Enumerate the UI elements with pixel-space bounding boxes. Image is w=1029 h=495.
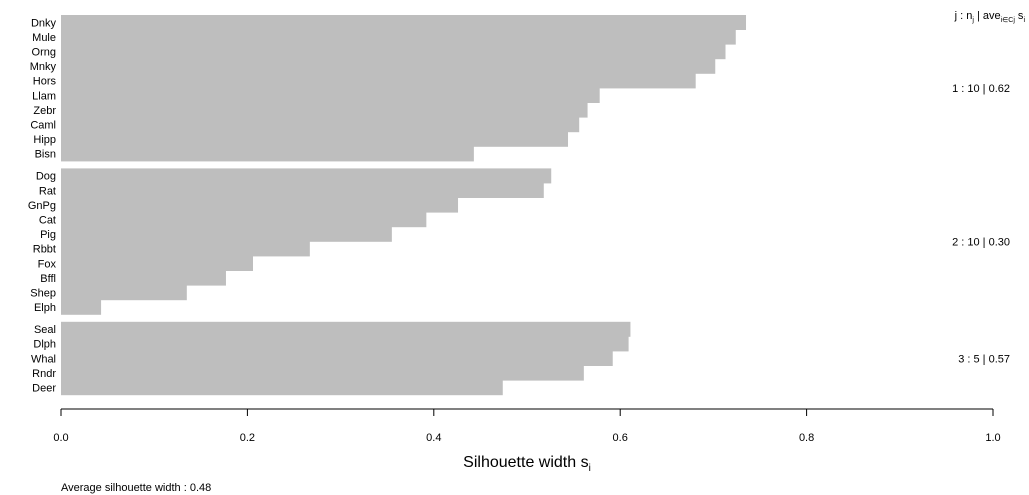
observation-label: GnPg (28, 200, 56, 212)
silhouette-bar (61, 29, 736, 45)
x-axis-title: Silhouette width si (463, 454, 591, 474)
silhouette-bar (61, 351, 613, 366)
silhouette-bar (61, 299, 102, 315)
observation-label: Whal (31, 353, 56, 365)
observation-labels: Dnky Mule Orng Mnky Hors Llam Zebr Caml Hipp Bisn… (28, 17, 57, 394)
observation-label: Hipp (33, 134, 56, 146)
silhouette-bar (61, 58, 716, 74)
silhouette-bar (61, 15, 747, 30)
silhouette-bar (61, 183, 544, 198)
observation-label: Bisn (35, 149, 56, 161)
observation-label: Zebr (33, 105, 56, 117)
observation-label: Deer (32, 383, 56, 395)
silhouette-bar (61, 131, 569, 147)
observation-label: Dlph (33, 339, 56, 351)
x-axis-tick-label: 0.0 (53, 432, 68, 444)
silhouette-bar (61, 365, 584, 381)
silhouette-bar (61, 146, 474, 162)
cluster-summary-label: 1 : 10 | 0.62 (952, 83, 1010, 95)
observation-label: Rbbt (33, 244, 56, 256)
silhouette-bar (61, 212, 427, 228)
observation-label: Shep (30, 288, 56, 300)
silhouette-bar (61, 241, 310, 257)
observation-label: Dog (36, 171, 56, 183)
silhouette-bar (61, 380, 503, 396)
cluster-summary-label: 2 : 10 | 0.30 (952, 236, 1010, 248)
cluster-summary-labels: 1 : 10 | 0.62 2 : 10 | 0.30 3 : 5 | 0.57 (952, 83, 1010, 365)
bars-group (61, 15, 747, 396)
x-axis-tick-label: 0.8 (799, 432, 814, 444)
observation-label: Bffl (40, 273, 56, 285)
observation-label: Dnky (31, 17, 57, 29)
silhouette-bar (61, 117, 580, 133)
silhouette-bar (61, 336, 629, 352)
observation-label: Cat (39, 215, 56, 227)
silhouette-bar (61, 321, 631, 337)
observation-label: Mnky (30, 61, 57, 73)
observation-label: Pig (40, 229, 56, 241)
silhouette-bar (61, 102, 588, 118)
observation-label: Elph (34, 302, 56, 314)
x-axis-tick-label: 0.4 (426, 432, 441, 444)
x-axis-tick-label: 0.6 (613, 432, 628, 444)
cluster-summary-label: 3 : 5 | 0.57 (958, 353, 1010, 365)
observation-label: Caml (30, 120, 56, 132)
silhouette-bar (61, 285, 187, 301)
observation-label: Seal (34, 324, 56, 336)
silhouette-bar (61, 270, 226, 286)
silhouette-bar (61, 73, 696, 89)
observation-label: Hors (33, 76, 57, 88)
observation-label: Orng (32, 47, 56, 59)
x-axis-tick-label: 1.0 (985, 432, 1000, 444)
observation-label: Fox (38, 258, 57, 270)
silhouette-bar (61, 168, 552, 184)
silhouette-bar (61, 88, 600, 103)
silhouette-bar (61, 197, 459, 213)
observation-label: Rat (39, 185, 56, 197)
observation-label: Rndr (32, 368, 56, 380)
observation-label: Mule (32, 32, 56, 44)
observation-label: Llam (32, 90, 56, 102)
cluster-header: j : nj | avei∈Cj si (954, 10, 1026, 24)
x-axis: 0.0 0.2 0.4 0.6 0.8 1.0 (53, 408, 1001, 444)
average-silhouette-width: Average silhouette width : 0.48 (61, 482, 211, 494)
x-axis-tick-label: 0.2 (240, 432, 255, 444)
silhouette-bar (61, 44, 726, 60)
silhouette-bar (61, 256, 253, 271)
silhouette-bar (61, 226, 392, 242)
